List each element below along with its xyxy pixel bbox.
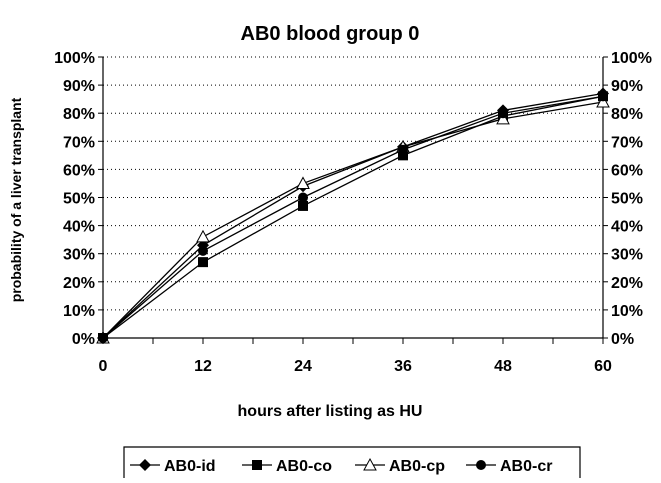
legend-label: AB0-cp [389, 458, 445, 475]
legend: AB0-id AB0-co AB0-cp AB0-cr [123, 446, 581, 478]
y-tick-label-right: 80% [611, 106, 643, 123]
marker-triangle [196, 229, 210, 243]
y-axis-label: probability of a liver transplant [8, 97, 24, 302]
x-axis-label: hours after listing as HU [238, 403, 423, 420]
y-tick-label-left: 90% [63, 78, 95, 95]
series-markers [96, 87, 610, 344]
y-tick-label-left: 80% [63, 106, 95, 123]
y-tick-label-right: 50% [611, 191, 643, 208]
marker-circle [298, 192, 308, 203]
x-tick-label: 0 [99, 358, 108, 375]
y-tick-label-right: 40% [611, 219, 643, 236]
y-tick-label-left: 60% [63, 162, 95, 179]
x-tick-label: 24 [294, 358, 312, 375]
marker-circle [598, 91, 608, 102]
y-axis-right: 0% 10% 20% 30% 40% 50% 60% 70% 80% 90% 100% [611, 50, 652, 348]
series-line [102, 101, 604, 339]
marker-diamond [139, 459, 151, 471]
y-tick-label-right: 10% [611, 303, 643, 320]
y-tick-label-right: 70% [611, 134, 643, 151]
marker-square [252, 460, 262, 470]
y-tick-label-right: 90% [611, 78, 643, 95]
series-line [102, 92, 604, 339]
marker-square [198, 257, 208, 268]
y-tick-label-right: 0% [611, 331, 634, 348]
y-tick-label-left: 20% [63, 275, 95, 292]
y-tick-label-right: 100% [611, 50, 652, 67]
marker-triangle [363, 457, 377, 471]
axes [98, 56, 608, 344]
marker-circle [398, 144, 408, 155]
y-tick-label-left: 30% [63, 247, 95, 264]
y-tick-label-left: 100% [54, 50, 95, 67]
y-tick-label-left: 0% [72, 331, 95, 348]
y-tick-label-left: 40% [63, 219, 95, 236]
y-axis-left: 0% 10% 20% 30% 40% 50% 60% 70% 80% 90% 100% [54, 50, 95, 348]
legend-label: AB0-id [164, 458, 216, 475]
marker-triangle [596, 94, 610, 108]
marker-square [298, 200, 308, 211]
y-tick-label-left: 70% [63, 134, 95, 151]
x-tick-label: 60 [594, 358, 612, 375]
legend-label: AB0-co [276, 458, 332, 475]
marker-square [398, 150, 408, 161]
y-tick-label-right: 30% [611, 247, 643, 264]
series-lines [102, 92, 604, 339]
x-tick-label: 48 [494, 358, 512, 375]
marker-triangle [496, 111, 510, 125]
legend-label: AB0-cr [500, 458, 552, 475]
series-line [102, 95, 604, 339]
chart-title: AB0 blood group 0 [241, 23, 420, 45]
marker-circle [476, 460, 486, 470]
marker-circle [198, 245, 208, 256]
series-line [102, 95, 604, 339]
x-tick-label: 12 [194, 358, 212, 375]
marker-circle [98, 333, 108, 343]
x-axis: 0 12 24 36 48 60 [99, 358, 612, 375]
marker-circle [498, 108, 508, 119]
x-tick-label: 36 [394, 358, 412, 375]
y-tick-label-left: 50% [63, 191, 95, 208]
marker-triangle [296, 176, 310, 189]
y-tick-label-right: 20% [611, 275, 643, 292]
legend-box [123, 446, 581, 478]
y-tick-label-right: 60% [611, 162, 643, 179]
y-tick-label-left: 10% [63, 303, 95, 320]
